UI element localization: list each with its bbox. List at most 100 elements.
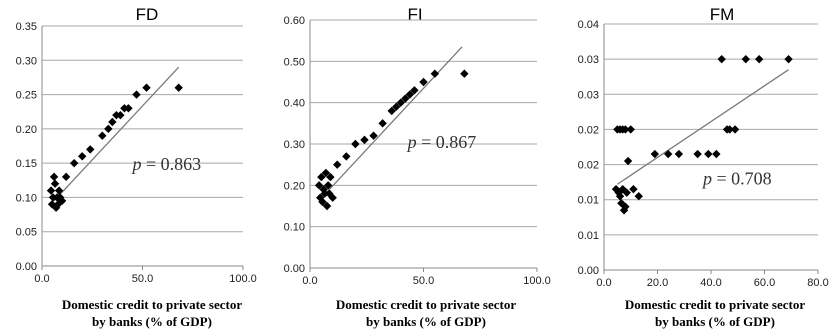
data-point [61, 172, 71, 182]
data-point [57, 196, 67, 206]
data-point [405, 90, 415, 99]
y-tick-label: 0.03 [578, 89, 599, 101]
data-point [132, 90, 141, 99]
chart-fm: FM 0.00 0.01 0.01 0.02 0.02 0.03 0.03 0.04 0.0 2… [578, 5, 829, 329]
data-point [712, 149, 721, 159]
data-point [741, 54, 750, 64]
data-point [430, 69, 440, 78]
y-tick-label: 0.10 [284, 222, 305, 234]
data-point [410, 86, 419, 95]
data-point [318, 197, 327, 207]
data-point [621, 125, 630, 134]
chart-title: FI [407, 5, 422, 24]
y-tick-label: 0.02 [578, 124, 599, 136]
data-point [419, 77, 428, 87]
data-point [460, 69, 469, 78]
y-tick-label: 0.30 [284, 139, 305, 151]
y-tick-label: 0.30 [16, 55, 37, 67]
data-point [98, 131, 107, 140]
data-point [725, 125, 734, 134]
data-point [617, 199, 626, 208]
data-point [387, 106, 396, 116]
data-point [626, 125, 635, 134]
y-tick-label: 0.03 [578, 54, 599, 66]
data-point [342, 152, 351, 161]
x-tick-label: 40.0 [700, 277, 721, 289]
x-axis-label-line-1: Domestic credit to private sector [336, 297, 516, 312]
data-point [401, 94, 410, 103]
data-point [704, 149, 713, 159]
data-point [317, 172, 326, 182]
data-point [49, 172, 59, 182]
y-tick-label: 0.25 [16, 90, 37, 102]
data-point [730, 125, 740, 134]
data-point [622, 188, 631, 197]
data-point [629, 184, 638, 194]
trend-line [53, 66, 180, 202]
data-point [351, 139, 360, 149]
x-axis-label-line-1: Domestic credit to private sector [625, 297, 805, 312]
x-axis-label-line-2: by banks (% of GDP) [366, 314, 486, 329]
data-point [634, 192, 643, 201]
correlation-annotation: p = 0.708 [701, 168, 772, 188]
y-tick-label: 0.15 [16, 158, 37, 170]
data-point [650, 149, 660, 159]
annotation-symbol: p [130, 154, 141, 174]
data-point [360, 135, 369, 145]
y-tick-label: 0.35 [16, 21, 37, 33]
data-point [618, 184, 627, 194]
x-tick-label: 100.0 [523, 275, 551, 287]
x-tick-label: 0.0 [596, 277, 611, 289]
y-tick-label: 0.04 [578, 19, 599, 31]
annotation-value: = 0.863 [141, 154, 201, 174]
data-point [142, 83, 151, 92]
trend-line [617, 69, 789, 185]
data-point [69, 158, 79, 168]
x-tick-label: 20.0 [647, 277, 668, 289]
annotation-value: = 0.867 [417, 132, 477, 152]
y-tick-label: 0.01 [578, 230, 599, 242]
correlation-annotation: p = 0.863 [130, 154, 201, 174]
data-point [116, 110, 125, 120]
correlation-annotation: p = 0.867 [406, 132, 477, 152]
data-point [321, 168, 331, 178]
annotation-symbol: p [701, 168, 712, 188]
y-tick-label: 0.00 [16, 261, 37, 273]
data-point [124, 104, 133, 113]
data-point [174, 83, 183, 92]
data-point [333, 160, 342, 169]
chart-title: FM [710, 5, 735, 24]
x-tick-label: 50.0 [132, 273, 153, 285]
data-point [693, 149, 702, 159]
annotation-symbol: p [406, 132, 417, 152]
chart-fd: FD 0.00 0.05 0.10 0.15 0.20 0.25 0.30 0.35 0.0 5… [16, 5, 257, 329]
y-tick-label: 0.05 [16, 227, 37, 239]
chart-fi: FI 0.00 0.10 0.20 0.30 0.40 0.50 0.60 0.0 50.0 1… [284, 5, 551, 329]
data-point [322, 201, 332, 211]
y-tick-label: 0.50 [284, 56, 305, 68]
y-tick-label: 0.01 [578, 195, 599, 207]
data-point [378, 119, 387, 128]
data-point [320, 189, 329, 198]
data-point [326, 172, 335, 182]
data-point [664, 149, 673, 159]
data-point [108, 117, 117, 127]
x-tick-label: 60.0 [754, 277, 775, 289]
chart-title: FD [136, 5, 159, 24]
data-point [674, 149, 684, 159]
y-tick-label: 0.20 [284, 180, 305, 192]
x-axis-label-line-2: by banks (% of GDP) [92, 314, 212, 329]
data-point [314, 181, 324, 190]
data-point [392, 102, 401, 111]
annotation-value: = 0.708 [712, 168, 772, 188]
data-point [316, 193, 325, 202]
x-tick-label: 100.0 [229, 273, 257, 285]
y-tick-label: 0.20 [16, 124, 37, 136]
y-tick-label: 0.00 [284, 263, 305, 275]
data-point [86, 145, 95, 154]
y-tick-label: 0.00 [578, 265, 599, 277]
x-axis-label-line-1: Domestic credit to private sector [62, 297, 242, 312]
data-point [717, 54, 726, 64]
data-point [46, 186, 56, 195]
